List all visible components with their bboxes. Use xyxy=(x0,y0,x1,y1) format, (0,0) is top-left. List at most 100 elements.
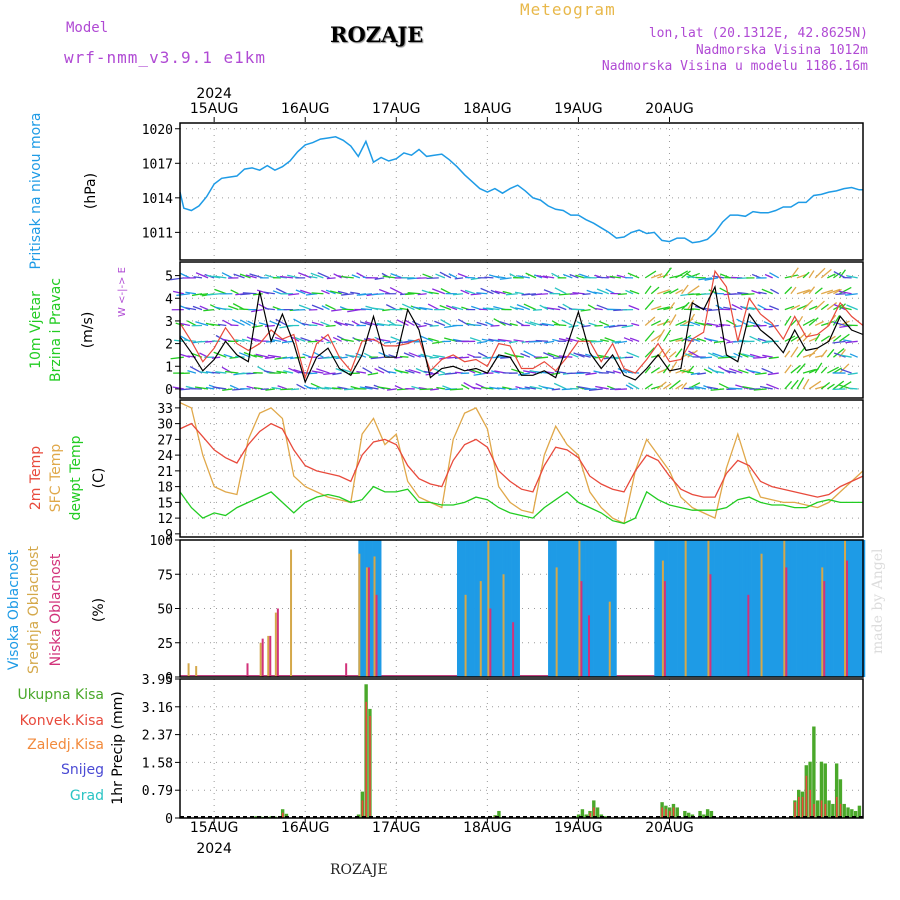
precip-legend-entry: Konvek.Kisa xyxy=(20,713,104,729)
wind-arrow xyxy=(784,364,792,374)
wind-arrow xyxy=(764,273,773,279)
wind-arrow xyxy=(657,274,669,279)
wind-arrow xyxy=(205,386,215,390)
wind-arrow xyxy=(454,277,464,280)
wind-arrow xyxy=(557,305,567,311)
wind-compass: W <-|-> E xyxy=(117,267,128,317)
wind-arrow xyxy=(426,277,439,280)
wind-arrow xyxy=(827,366,839,374)
high-cloud-bar xyxy=(751,540,755,677)
wind-arrow xyxy=(675,320,687,327)
wind-arrow xyxy=(820,335,830,342)
wind-arrow xyxy=(707,352,719,358)
total-precip-bar xyxy=(254,816,258,818)
wind-arrow xyxy=(650,320,661,327)
wind-arrow xyxy=(753,388,767,391)
conv-precip-bar xyxy=(672,807,675,818)
total-precip-bar xyxy=(838,779,843,818)
high-cloud-bar xyxy=(788,540,792,677)
wind-arrow xyxy=(376,338,391,342)
wind-arrow xyxy=(229,356,239,359)
wind-arrow xyxy=(644,347,655,358)
wind-arrow xyxy=(738,369,749,374)
high-cloud-bar xyxy=(570,540,575,677)
high-cloud-bar xyxy=(582,540,586,677)
wind-arrow xyxy=(710,388,725,391)
wind-arrow xyxy=(565,337,579,342)
wind-arrow xyxy=(784,305,795,311)
wind-arrow xyxy=(814,300,825,311)
wind-arrow xyxy=(477,351,488,358)
wind-arrow xyxy=(593,291,603,295)
wind-arrow xyxy=(422,273,433,279)
wind-arrow xyxy=(553,356,567,360)
wind-arrow xyxy=(185,291,197,295)
wind-arrow xyxy=(490,289,500,295)
wind-arrow xyxy=(311,304,324,311)
temp-ytick-label: 27 xyxy=(157,433,173,448)
wind-arrow xyxy=(317,272,330,279)
wind-panel: 0 1 2 3 4 5 xyxy=(165,262,864,398)
wind-arrow xyxy=(445,304,458,311)
high-cloud-bar xyxy=(499,540,503,677)
wind-arrow xyxy=(470,293,482,296)
wind-arrow xyxy=(523,370,537,374)
wind-arrow xyxy=(404,319,415,327)
wind-arrow xyxy=(742,306,755,311)
high-cloud-bar xyxy=(711,540,715,677)
wind-arrow xyxy=(802,271,810,279)
wind-arrow xyxy=(423,322,433,327)
wind-arrow xyxy=(325,324,336,328)
wind-arrow xyxy=(356,370,367,374)
high-cloud-bar xyxy=(668,540,672,677)
wind-arrow xyxy=(572,291,585,295)
wind-arrow xyxy=(508,388,518,391)
wind-arrow xyxy=(516,304,531,311)
wind-arrow xyxy=(401,303,415,311)
wind-arrow xyxy=(606,276,615,279)
wind-arrow xyxy=(790,267,799,279)
wind-arrow xyxy=(265,388,275,391)
wind-arrow xyxy=(442,385,452,390)
high-cloud-bar xyxy=(779,540,783,677)
wind-arrow xyxy=(843,339,852,342)
high-cloud-bar xyxy=(691,540,695,677)
wind-arrow xyxy=(617,293,628,296)
wind-arrow xyxy=(668,302,676,310)
total-precip-bar xyxy=(823,763,827,818)
wind-arrow xyxy=(696,337,707,342)
wind-arrow xyxy=(826,383,835,390)
wind-arrow xyxy=(321,289,330,295)
wind-arrow xyxy=(199,371,209,374)
high-cloud-bar xyxy=(842,540,846,677)
wind-arrow xyxy=(411,385,421,390)
mid-cloud-bar xyxy=(487,540,490,677)
high-cloud-bar xyxy=(790,540,795,677)
high-cloud-bar xyxy=(768,540,772,677)
wind-arrow xyxy=(332,336,342,342)
wind-arrow xyxy=(452,293,464,296)
wind-arrow xyxy=(308,324,318,327)
wind-arrow xyxy=(172,290,184,295)
wind-arrow xyxy=(820,349,828,358)
high-cloud-bar xyxy=(807,540,812,677)
wind-arrow xyxy=(416,324,427,328)
wind-arrow xyxy=(399,355,409,358)
wind-arrow xyxy=(662,364,671,374)
wind-arrow xyxy=(833,271,842,279)
wind-arrow xyxy=(430,388,439,391)
wind-arrow xyxy=(580,308,591,312)
wind-arrow xyxy=(790,318,798,326)
wind-arrow xyxy=(596,288,610,295)
high-cloud-bar xyxy=(665,540,669,677)
wind-arrow xyxy=(394,356,403,359)
temp-2m-line xyxy=(179,422,864,498)
precip-ytick-label: 3.95 xyxy=(142,673,173,688)
high-cloud-bar xyxy=(378,540,382,677)
wind-arrow xyxy=(833,288,842,295)
wind-ylabel-1: 10m Vjetar xyxy=(28,291,44,369)
high-cloud-bar xyxy=(682,540,686,677)
wind-arrow xyxy=(796,332,806,342)
wind-arrow xyxy=(675,289,684,295)
wind-arrow xyxy=(626,351,640,358)
